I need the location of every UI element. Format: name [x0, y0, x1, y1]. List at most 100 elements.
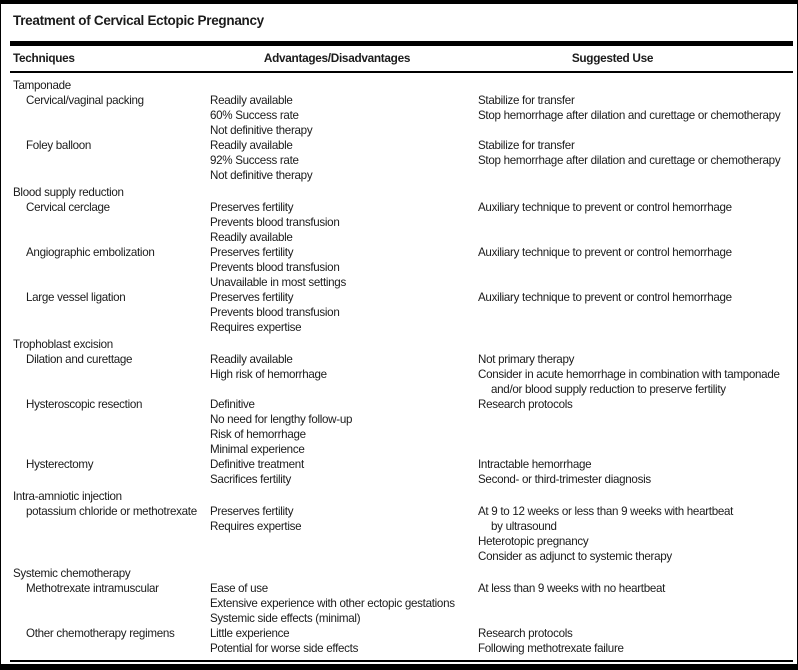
top-thick-rule — [10, 41, 793, 46]
suggested-use-line: Auxiliary technique to prevent or contro… — [478, 246, 732, 259]
advantage-line: Prevents blood transfusion — [210, 216, 340, 229]
bottom-frame-bar — [1, 664, 797, 670]
suggested-use-line: Stabilize for transfer — [478, 94, 575, 107]
suggested-use-cell: Not primary therapy Consider in acute hem… — [478, 352, 797, 397]
table-row: Large vessel ligation Preserves fertility… — [1, 290, 797, 335]
technique-cell: Angiographic embolization — [1, 245, 210, 290]
suggested-use-cell: At less than 9 weeks with no heartbeat — [478, 581, 797, 626]
advantage-line: Preserves fertility — [210, 505, 294, 518]
column-header-advantages: Advantages/Disadvantages — [263, 51, 411, 65]
advantage-line: Readily available — [210, 139, 293, 152]
suggested-use-cell: Research protocols — [478, 397, 797, 457]
advantage-line: Ease of use — [210, 582, 268, 595]
table-title: Treatment of Cervical Ectopic Pregnancy — [13, 13, 264, 28]
suggested-use-line: Research protocols — [478, 398, 573, 411]
technique-cell: Foley balloon — [1, 138, 210, 183]
technique-name: Methotrexate intramuscular — [26, 582, 159, 595]
group-label: Blood supply reduction — [13, 186, 124, 199]
advantage-line: Minimal experience — [210, 443, 305, 456]
advantage-line: Preserves fertility — [210, 291, 294, 304]
advantage-line: Not definitive therapy — [210, 124, 313, 137]
technique-cell: potassium chloride or methotrexate — [1, 504, 210, 564]
advantage-line: Preserves fertility — [210, 201, 294, 214]
advantage-line: Requires expertise — [210, 321, 302, 334]
advantage-line: Readily available — [210, 353, 293, 366]
suggested-use-cell: Auxiliary technique to prevent or contro… — [478, 245, 797, 290]
advantage-line: Potential for worse side effects — [210, 642, 359, 655]
column-header-row: Techniques Advantages/Disadvantages Sugg… — [1, 52, 797, 65]
advantage-line: Unavailable in most settings — [210, 276, 346, 289]
bottom-thin-rule — [10, 660, 793, 662]
technique-cell: Cervical/vaginal packing — [1, 93, 210, 138]
group-label: Systemic chemotherapy — [13, 567, 131, 580]
technique-cell: Cervical cerclage — [1, 200, 210, 245]
advantage-line: Not definitive therapy — [210, 169, 313, 182]
advantage-line: 60% Success rate — [210, 109, 299, 122]
suggested-use-line: Auxiliary technique to prevent or contro… — [478, 291, 732, 304]
suggested-use-line: Research protocols — [478, 627, 573, 640]
suggested-use-cell: Intractable hemorrhage Second- or third-t… — [478, 457, 797, 487]
advantage-line: Readily available — [210, 231, 293, 244]
advantage-line: Sacrifices fertility — [210, 473, 291, 486]
advantage-line: No need for lengthy follow-up — [210, 413, 353, 426]
column-header-suggested-use: Suggested Use — [571, 51, 654, 65]
advantage-line: Definitive treatment — [210, 458, 304, 471]
column-header-techniques: Techniques — [13, 51, 75, 65]
advantage-line: Preserves fertility — [210, 246, 294, 259]
group-label: Intra-amniotic injection — [13, 490, 122, 503]
technique-name: Other chemotherapy regimens — [26, 627, 175, 640]
suggested-use-line: Consider in acute hemorrhage in combinat… — [478, 368, 780, 381]
advantage-line: Little experience — [210, 627, 290, 640]
advantages-cell: Readily available 60% Success rate Not def… — [210, 93, 478, 138]
advantages-cell: Preserves fertility Requires expertise — [210, 504, 478, 564]
suggested-use-line: Second- or third-trimester diagnosis — [478, 473, 651, 486]
advantage-line: Risk of hemorrhage — [210, 428, 306, 441]
suggested-use-line: At less than 9 weeks with no heartbeat — [478, 582, 666, 595]
suggested-use-cell: Auxiliary technique to prevent or contro… — [478, 200, 797, 245]
suggested-use-cell: Research protocols Following methotrexate… — [478, 626, 797, 656]
technique-name: potassium chloride or methotrexate — [26, 505, 197, 518]
advantages-cell: Readily available 92% Success rate Not def… — [210, 138, 478, 183]
suggested-use-line: Intractable hemorrhage — [478, 458, 592, 471]
suggested-use-line: Consider as adjunct to systemic therapy — [478, 550, 672, 563]
table-row: Angiographic embolization Preserves ferti… — [1, 245, 797, 290]
advantages-cell: Preserves fertility Prevents blood transf… — [210, 200, 478, 245]
suggested-use-cell: Stabilize for transfer Stop hemorrhage af… — [478, 93, 797, 138]
suggested-use-cell: Stabilize for transfer Stop hemorrhage af… — [478, 138, 797, 183]
suggested-use-line: Stop hemorrhage after dilation and curet… — [478, 154, 781, 167]
advantage-line: Extensive experience with other ectopic … — [210, 597, 455, 610]
table-row: Other chemotherapy regimens Little experi… — [1, 626, 797, 656]
table-row: potassium chloride or methotrexate Preser… — [1, 504, 797, 564]
technique-name: Hysterectomy — [26, 458, 94, 471]
table-row: Methotrexate intramuscular Ease of use Ext… — [1, 581, 797, 626]
group-label: Tamponade — [13, 79, 71, 92]
advantages-cell: Definitive treatment Sacrifices fertility — [210, 457, 478, 487]
header-underline-rule — [10, 71, 793, 73]
table-body: Tamponade Cervical/vaginal packing Readily… — [1, 73, 797, 656]
technique-name: Large vessel ligation — [26, 291, 126, 304]
technique-name: Cervical cerclage — [26, 201, 110, 214]
table-row: Dilation and curettage Readily available H… — [1, 352, 797, 397]
advantage-line: Prevents blood transfusion — [210, 306, 340, 319]
technique-cell: Hysterectomy — [1, 457, 210, 487]
group-label: Trophoblast excision — [13, 338, 113, 351]
advantages-cell: Preserves fertility Prevents blood transf… — [210, 290, 478, 335]
suggested-use-line: Stabilize for transfer — [478, 139, 575, 152]
suggested-use-line: Heterotopic pregnancy — [478, 535, 589, 548]
technique-cell: Methotrexate intramuscular — [1, 581, 210, 626]
suggested-use-cell: At 9 to 12 weeks or less than 9 weeks wi… — [478, 504, 797, 564]
suggested-use-line: Stop hemorrhage after dilation and curet… — [478, 109, 781, 122]
technique-cell: Large vessel ligation — [1, 290, 210, 335]
technique-name: Angiographic embolization — [26, 246, 155, 259]
table-row: Foley balloon Readily available 92% Succes… — [1, 138, 797, 183]
advantages-cell: Little experience Potential for worse sid… — [210, 626, 478, 656]
table-row: Hysterectomy Definitive treatment Sacrific… — [1, 457, 797, 487]
advantages-cell: Ease of use Extensive experience with oth… — [210, 581, 478, 626]
advantages-cell: Preserves fertility Prevents blood transf… — [210, 245, 478, 290]
advantage-line: High risk of hemorrhage — [210, 368, 327, 381]
technique-name: Hysteroscopic resection — [26, 398, 143, 411]
suggested-use-line: and/or blood supply reduction to preserv… — [491, 383, 726, 396]
table-row: Cervical/vaginal packing Readily availabl… — [1, 93, 797, 138]
advantages-cell: Readily available High risk of hemorrhage — [210, 352, 478, 397]
